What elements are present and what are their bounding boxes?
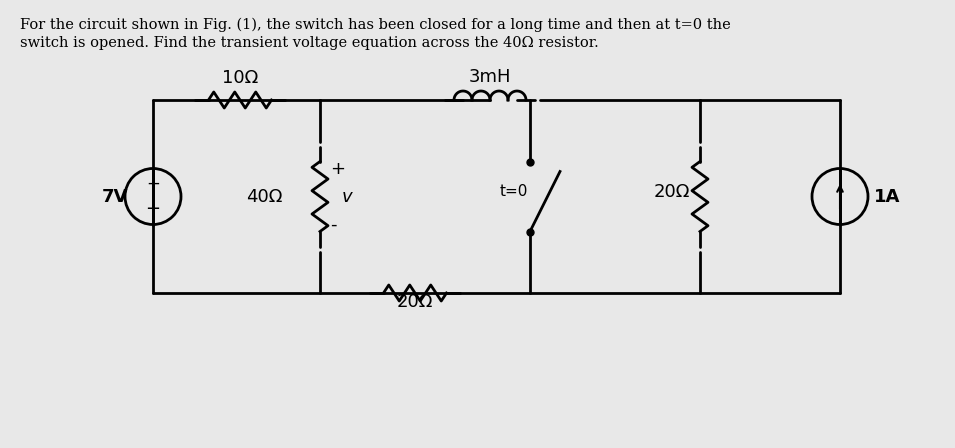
Text: −: − [145, 200, 160, 218]
Text: For the circuit shown in Fig. (1), the switch has been closed for a long time an: For the circuit shown in Fig. (1), the s… [20, 18, 731, 32]
Text: t=0: t=0 [499, 184, 528, 199]
Text: 10Ω: 10Ω [222, 69, 258, 87]
Text: +: + [146, 175, 159, 193]
Text: 3mH: 3mH [469, 68, 511, 86]
Text: 7V: 7V [102, 188, 128, 206]
Text: 1A: 1A [874, 188, 901, 206]
Text: +: + [330, 159, 345, 177]
Text: switch is opened. Find the transient voltage equation across the 40Ω resistor.: switch is opened. Find the transient vol… [20, 36, 599, 50]
Text: 20Ω: 20Ω [653, 182, 690, 201]
Text: -: - [330, 215, 336, 233]
Text: 20Ω: 20Ω [397, 293, 434, 311]
Text: 40Ω: 40Ω [245, 188, 282, 206]
Text: v: v [342, 188, 352, 206]
